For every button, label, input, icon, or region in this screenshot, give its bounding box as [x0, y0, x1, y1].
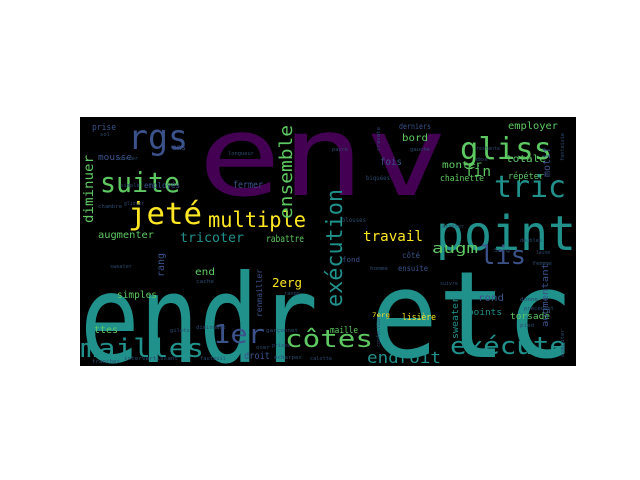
- word-rabattre: rabattre: [266, 234, 304, 245]
- word-biquees: biquées: [366, 175, 390, 182]
- word-chambre: chambre: [98, 204, 122, 210]
- word-augmentant: augmentant: [541, 263, 551, 327]
- word-gauche: gauche: [410, 147, 430, 153]
- word-mousse: mousse: [98, 153, 132, 163]
- word-lis: lis: [480, 241, 526, 271]
- word-glisser: glisser: [124, 201, 144, 207]
- word-cotes: côtes: [285, 325, 373, 353]
- word-cache: cache: [196, 279, 214, 285]
- word-diminuant: diminuant: [196, 325, 226, 331]
- word-sweater: sweater: [110, 264, 132, 270]
- word-arreter: arrêter: [442, 223, 464, 230]
- word-fond: fond: [342, 256, 360, 264]
- word-droit: droit: [244, 351, 270, 362]
- word-confection: confection: [376, 317, 382, 347]
- word-fermer: fermer: [233, 180, 263, 191]
- word-cloud: env endr etc point rgs gliss tric suite …: [80, 117, 576, 366]
- cloud-background: [80, 117, 576, 366]
- word-diminuer: diminuer: [82, 155, 97, 223]
- word-oser: oser: [256, 345, 270, 351]
- word-travail: travail: [363, 229, 423, 245]
- word-cote: côté: [402, 250, 420, 260]
- word-laine: laine: [536, 250, 550, 256]
- word-ensemble: ensemble: [276, 125, 297, 219]
- word-intervertissant: intervertissant: [124, 356, 178, 362]
- word-rangs: rangs: [284, 291, 300, 297]
- word-employer: employer: [508, 121, 558, 132]
- word-echarpes: écharpes: [274, 354, 302, 361]
- word-rond: rond: [478, 293, 504, 304]
- word-execution: exécution: [323, 189, 348, 307]
- word-1er: 1er: [213, 320, 265, 350]
- word-points: points: [468, 308, 502, 318]
- word-paire: paire: [332, 147, 348, 153]
- word-tranches: tranches: [92, 359, 120, 365]
- word-ttes: ttes: [94, 325, 118, 336]
- word-monter: monter: [442, 160, 482, 171]
- word-augmenter: augmenter: [98, 230, 154, 241]
- word-restante: restante: [476, 146, 500, 152]
- word-2erg: 2erg: [272, 276, 302, 290]
- word-renmailler: renmailler: [255, 269, 264, 317]
- word-prises: prises: [272, 343, 290, 349]
- word-femme: femme: [532, 261, 552, 267]
- word-fauteuil: fauteuil: [200, 356, 226, 362]
- word-executer: exécuter: [559, 329, 566, 357]
- word-chainette: chaînette: [440, 174, 484, 184]
- word-augm: augm: [432, 241, 478, 257]
- word-endr: endr: [80, 249, 318, 366]
- word-torsade: torsadé: [510, 311, 550, 322]
- word-suite: suite: [100, 166, 180, 199]
- word-donne: donne: [520, 297, 538, 303]
- word-fin: fin: [465, 164, 491, 180]
- word-fois: fois: [380, 157, 402, 168]
- word-blouses: blouses: [342, 217, 366, 224]
- word-tourner: tourner: [116, 156, 138, 162]
- word-prise: prise: [92, 123, 116, 133]
- word-cloud-canvas: env endr etc point rgs gliss tric suite …: [80, 117, 576, 366]
- word-rgs: rgs: [128, 118, 188, 158]
- word-etc: etc: [370, 247, 574, 366]
- word-dos: dos: [476, 157, 488, 163]
- word-suivre: suivre: [440, 281, 458, 287]
- word-end: end: [195, 267, 215, 278]
- word-7erg: 7erg: [372, 312, 390, 319]
- word-ensuite: ensuite: [398, 264, 428, 273]
- word-jete: jeté: [128, 197, 202, 232]
- word-multiple: multiple: [208, 208, 306, 232]
- word-fantaisie: fantaisie: [560, 133, 566, 161]
- word-cravate: cravate: [376, 127, 382, 151]
- word-motif: motif: [542, 147, 553, 177]
- word-sweaters: sweaters: [451, 291, 461, 339]
- word-employes: employés: [144, 180, 180, 190]
- word-sol: sol: [100, 132, 110, 138]
- word-env: env: [198, 117, 448, 222]
- word-homme: homme: [370, 266, 388, 272]
- word-calotte: calotte: [310, 356, 332, 362]
- word-gilets: gilets: [170, 328, 190, 334]
- word-totale: totale: [506, 154, 546, 165]
- word-doubles: doubles: [520, 238, 542, 244]
- word-garconnet: garçonnet: [266, 328, 298, 334]
- word-derniers: derniers: [399, 122, 431, 131]
- word-longueur: longueur: [228, 151, 254, 157]
- word-point: point: [436, 206, 576, 262]
- word-mailles: mailles: [80, 334, 204, 364]
- word-bord: bord: [402, 133, 428, 144]
- word-5erg: 5erg: [494, 248, 510, 254]
- word-simple: simple: [120, 183, 140, 189]
- word-simples: simples: [117, 290, 157, 301]
- word-gliss: gliss: [460, 132, 552, 167]
- word-maille: maille: [330, 326, 358, 336]
- word-tricoter: tricoter: [180, 231, 244, 246]
- word-precedent: précédent: [524, 305, 554, 312]
- word-rang: rang: [156, 253, 167, 277]
- word-endroit: endroit: [367, 348, 441, 366]
- word-ens: ens: [172, 143, 186, 152]
- word-tric: tric: [494, 170, 566, 205]
- word-pied: pied: [520, 323, 534, 329]
- word-lisiere: lisière: [402, 312, 436, 323]
- word-repeter: répéter: [508, 171, 545, 182]
- word-executе: exécute: [450, 332, 566, 360]
